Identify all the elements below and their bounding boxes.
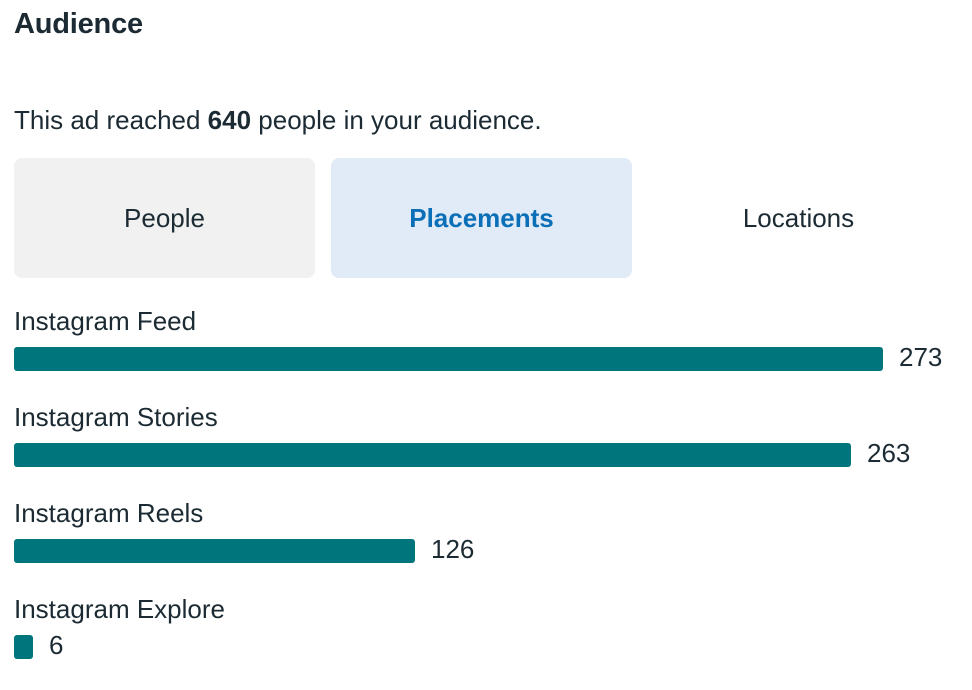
placement-label: Instagram Stories: [14, 402, 218, 432]
placement-label: Instagram Reels: [14, 498, 204, 528]
placement-value: 6: [49, 630, 64, 660]
reach-count: 640: [207, 105, 252, 135]
placement-label: Instagram Feed: [14, 306, 197, 336]
reach-summary-prefix: This ad reached: [14, 105, 208, 135]
tab-placements[interactable]: Placements: [331, 158, 632, 278]
placement-value: 273: [899, 342, 943, 372]
section-title: Audience: [14, 8, 143, 40]
placement-value: 263: [867, 438, 911, 468]
tab-placements-label: Placements: [409, 202, 554, 233]
placement-value: 126: [431, 534, 475, 564]
placement-row: Instagram Feed 273: [14, 306, 964, 396]
placement-bar: [14, 635, 33, 659]
reach-summary: This ad reached 640 people in your audie…: [14, 105, 542, 136]
reach-summary-suffix: people in your audience.: [251, 105, 542, 135]
placement-bar: [14, 539, 415, 563]
placement-row: Instagram Stories 263: [14, 402, 964, 492]
tab-locations-label: Locations: [742, 202, 855, 233]
placement-label: Instagram Explore: [14, 594, 225, 624]
tab-locations[interactable]: Locations: [648, 158, 949, 278]
tab-people[interactable]: People: [14, 158, 315, 278]
audience-breakdown-tabs: People Placements Locations: [14, 158, 952, 278]
tab-people-label: People: [124, 202, 205, 233]
placement-row: Instagram Explore 6: [14, 594, 964, 684]
placement-row: Instagram Reels 126: [14, 498, 964, 588]
placement-bar: [14, 347, 883, 371]
placement-bar: [14, 443, 851, 467]
